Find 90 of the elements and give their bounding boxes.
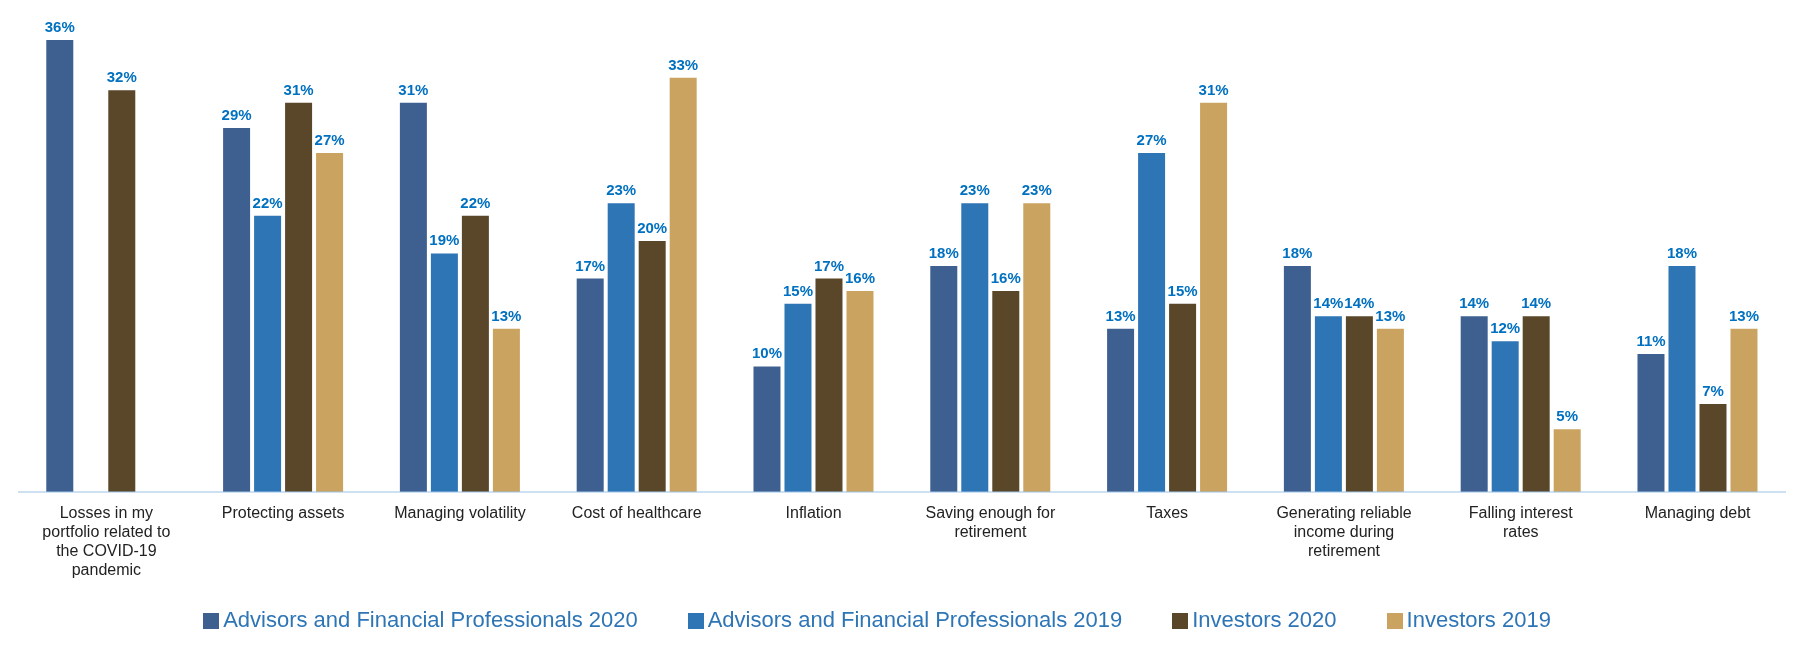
x-tick-label: Generating reliable income during retirement [1276,504,1412,559]
x-tick-label: Managing debt [1644,504,1752,521]
data-label: 14% [1521,294,1552,312]
bar [1637,353,1665,492]
data-label: 22% [460,193,491,211]
data-label: 14% [1459,294,1490,312]
data-label: 18% [1666,244,1697,261]
bar [1345,316,1373,492]
bar [1522,316,1550,492]
data-label: 18% [1282,244,1313,261]
bar [753,366,781,492]
data-label: 17% [813,256,844,274]
bar [492,328,520,492]
bar [399,102,427,492]
bar [254,215,282,492]
bar [1730,328,1758,492]
data-label: 23% [959,181,990,199]
bar [1460,316,1488,492]
data-label: 22% [252,193,283,211]
bar [46,40,74,492]
x-tick-label: Taxes [1146,504,1189,521]
legend-label: Advisors and Financial Professionals 2020 [223,607,638,632]
data-label: 13% [1105,306,1136,324]
data-label: 20% [637,218,668,236]
bar [992,291,1020,492]
data-label: 10% [751,344,782,362]
bar [1023,203,1051,492]
data-label: 17% [575,256,606,274]
bar [669,77,697,492]
data-label: 31% [398,80,429,98]
bar [784,303,812,492]
legend-label: Investors 2020 [1192,607,1337,632]
data-label: 27% [314,131,345,148]
data-label: 23% [1021,181,1052,199]
bar [1699,404,1727,492]
bar [638,240,666,492]
data-label: 27% [1136,131,1167,148]
bar [223,127,251,492]
bar [1668,266,1696,492]
bar [815,278,843,492]
data-label: 31% [1198,80,1229,98]
bar [1138,153,1166,492]
bar [930,266,958,492]
legend-label: Advisors and Financial Professionals 2019 [707,607,1123,632]
bar [1200,102,1228,492]
data-label: 23% [606,181,637,199]
bar [430,253,458,492]
data-label: 7% [1702,382,1724,400]
data-label: 13% [1375,306,1406,324]
data-label: 5% [1556,407,1579,425]
x-tick-label: Inflation [785,504,842,521]
data-label: 31% [283,80,314,98]
bar [961,203,989,492]
data-label: 14% [1344,294,1375,312]
data-label: 13% [1728,306,1759,324]
bar [1169,303,1197,492]
data-label: 36% [44,18,75,35]
data-label: 14% [1313,294,1344,312]
data-label: 12% [1490,319,1521,337]
data-label: 33% [668,55,699,73]
bar [316,153,344,492]
bar [1283,266,1311,492]
x-tick-label: Falling interest rates [1468,504,1574,540]
bar [1314,316,1342,492]
bar [576,278,604,492]
data-label: 19% [429,231,460,249]
data-label: 16% [990,269,1021,287]
bar [285,102,313,492]
bar [607,203,635,492]
data-label: 29% [221,105,252,123]
data-label: 11% [1636,331,1666,349]
x-tick-label: Saving enough for retirement [925,504,1057,540]
bar [1107,328,1135,492]
x-tick-label: Losses in my portfolio related to the COVID-19 pandemic [42,504,171,578]
x-tick-label: Protecting assets [221,504,345,521]
data-label: 32% [106,68,137,86]
data-label: 16% [844,269,875,287]
bar [1491,341,1519,492]
data-label: 18% [928,244,959,261]
x-tick-label: Managing volatility [394,504,526,521]
bar [846,291,874,492]
bar [108,90,136,492]
data-label: 13% [491,306,522,324]
legend-label: Investors 2019 [1406,607,1551,632]
data-label: 15% [1167,281,1198,299]
bar [1553,429,1581,492]
bar [461,215,489,492]
data-label: 15% [782,281,813,299]
bar [1376,328,1404,492]
x-tick-label: Cost of healthcare [571,504,702,521]
